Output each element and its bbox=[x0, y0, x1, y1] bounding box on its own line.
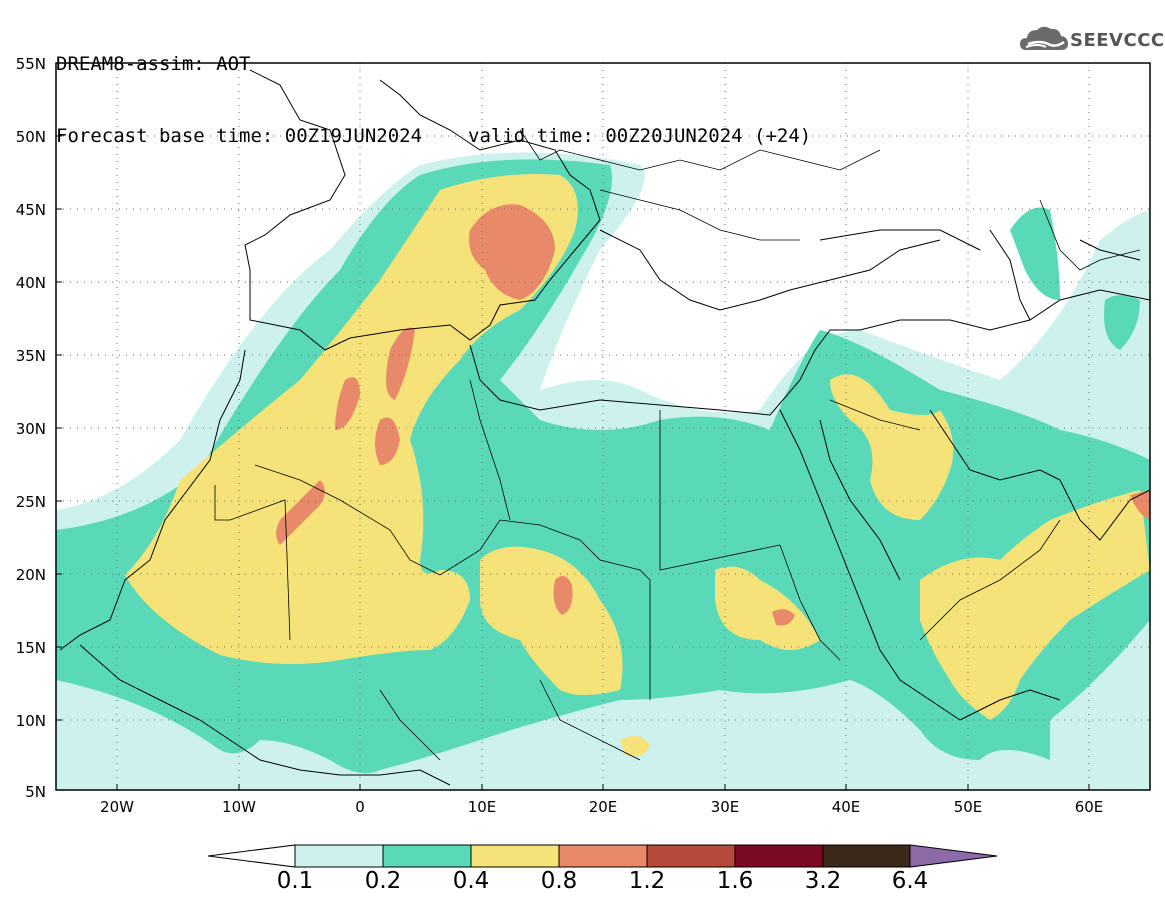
lat-label: 20N bbox=[15, 566, 46, 584]
colorbar-swatch-3 bbox=[558, 844, 648, 868]
lat-label: 25N bbox=[15, 493, 46, 511]
colorbar-label: 0.2 bbox=[364, 868, 402, 894]
colorbar-swatch-1 bbox=[382, 844, 472, 868]
lon-label: 30E bbox=[710, 798, 740, 816]
aot-shading-0.4 bbox=[125, 174, 1150, 757]
colorbar-label: 0.8 bbox=[540, 868, 578, 894]
colorbar-label: 1.6 bbox=[716, 868, 754, 894]
forecast-base-time: Forecast base time: 00Z19JUN2024 bbox=[56, 125, 423, 147]
colorbar-label: 0.4 bbox=[452, 868, 490, 894]
colorbar-swatch-0 bbox=[294, 844, 384, 868]
lat-label: 40N bbox=[15, 274, 46, 292]
lon-label: 10E bbox=[467, 798, 497, 816]
cloud-logo-icon bbox=[1020, 26, 1068, 50]
colorbar-label: 0.1 bbox=[276, 868, 314, 894]
lat-label: 55N bbox=[15, 55, 46, 73]
valid-time: valid time: 00Z20JUN2024 (+24) bbox=[468, 125, 812, 147]
colorbar-swatch-5 bbox=[734, 844, 824, 868]
lon-label: 60E bbox=[1074, 798, 1104, 816]
lon-label: 20E bbox=[588, 798, 618, 816]
colorbar bbox=[207, 844, 998, 868]
lon-label: 20W bbox=[100, 798, 134, 816]
colorbar-label: 3.2 bbox=[804, 868, 842, 894]
lon-label: 40E bbox=[831, 798, 861, 816]
colorbar-swatch-4 bbox=[646, 844, 736, 868]
colorbar-label: 1.2 bbox=[628, 868, 666, 894]
seevccc-logo: SEEVCCC bbox=[1018, 22, 1164, 56]
colorbar-arrow-high bbox=[909, 844, 998, 868]
aot-shading-0.8 bbox=[276, 204, 1150, 626]
lat-label: 45N bbox=[15, 201, 46, 219]
colorbar-arrow-low bbox=[207, 844, 296, 868]
colorbar-swatch-6 bbox=[822, 844, 911, 868]
lat-label: 50N bbox=[15, 128, 46, 146]
lon-label: 0 bbox=[355, 798, 365, 816]
lat-label: 35N bbox=[15, 347, 46, 365]
lon-label: 10W bbox=[222, 798, 256, 816]
lon-label: 50E bbox=[953, 798, 983, 816]
time-line: Forecast base time: 00Z19JUN2024 valid ti… bbox=[56, 124, 811, 148]
product-title: DREAM8-assim: AOT bbox=[56, 53, 251, 75]
lat-label: 15N bbox=[15, 639, 46, 657]
colorbar-label: 6.4 bbox=[891, 868, 929, 894]
lat-label: 30N bbox=[15, 420, 46, 438]
lat-label: 5N bbox=[25, 783, 46, 801]
map-header: DREAM8-assim: AOT Forecast base time: 00… bbox=[56, 4, 811, 172]
country-borders bbox=[214, 129, 1141, 761]
map-gridlines bbox=[56, 63, 1150, 790]
axis-ticks bbox=[56, 62, 1090, 790]
colorbar-swatch-2 bbox=[470, 844, 560, 868]
coastlines bbox=[59, 69, 1151, 786]
logo-text: SEEVCCC bbox=[1070, 30, 1165, 51]
lat-label: 10N bbox=[15, 712, 46, 730]
